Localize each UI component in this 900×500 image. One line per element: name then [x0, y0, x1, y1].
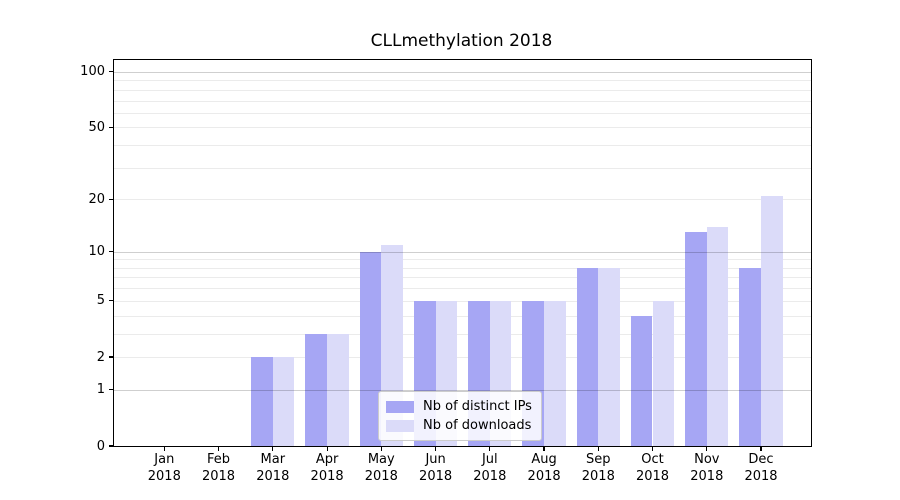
x-axis-tick	[489, 447, 491, 452]
gridline-minor	[114, 112, 811, 114]
x-axis-tick	[272, 447, 274, 452]
legend-item: Nb of distinct IPs	[386, 397, 532, 416]
y-axis-tick	[108, 126, 113, 128]
gridline-minor	[114, 288, 811, 290]
x-axis-tick	[597, 447, 599, 452]
gridline-minor	[114, 315, 811, 317]
x-axis-tick-label: Feb 2018	[201, 452, 236, 484]
y-axis-tick-label: 20	[88, 191, 105, 207]
legend-swatch-distinct-ips	[386, 400, 414, 413]
gridline-minor	[114, 145, 811, 146]
bar-distinct-ips	[739, 267, 761, 446]
y-axis-tick	[108, 389, 113, 391]
gridline-major	[114, 251, 811, 253]
x-axis-tick	[760, 447, 762, 452]
chart-title: CLLmethylation 2018	[370, 31, 553, 51]
x-axis-tick	[543, 447, 545, 452]
legend-label: Nb of distinct IPs	[423, 399, 532, 414]
x-axis-tick	[326, 447, 328, 452]
x-axis-tick-label: Mar 2018	[256, 452, 290, 484]
gridline-major	[114, 71, 811, 73]
x-axis-tick	[163, 447, 165, 452]
gridline-minor	[114, 277, 811, 279]
x-axis-tick-label: Jun 2018	[419, 452, 453, 484]
x-axis-tick-label: Oct 2018	[635, 452, 670, 484]
y-axis-tick	[108, 71, 113, 73]
x-axis-tick-label: Aug 2018	[527, 452, 561, 484]
x-axis-tick	[651, 447, 654, 452]
x-axis-tick	[380, 447, 382, 452]
bar-distinct-ips	[630, 315, 653, 446]
y-axis-tick-label: 2	[96, 349, 105, 365]
bar-downloads	[272, 357, 295, 446]
y-axis-tick-label: 10	[88, 244, 105, 260]
x-axis-tick-label: Dec 2018	[744, 452, 778, 484]
gridline-minor	[114, 167, 811, 169]
gridline-minor	[114, 259, 811, 261]
gridline-minor	[114, 100, 811, 102]
x-axis-tick-label: Nov 2018	[690, 452, 724, 484]
bar-downloads	[706, 226, 729, 446]
bar-downloads	[598, 267, 620, 446]
y-axis-tick-label: 1	[96, 382, 105, 398]
y-axis-tick-label: 5	[96, 293, 105, 309]
legend-item: Nb of downloads	[386, 416, 532, 435]
bar-distinct-ips	[576, 267, 599, 446]
x-axis-tick	[218, 447, 220, 452]
gridline-major	[114, 389, 811, 391]
y-axis-tick-label: 0	[96, 438, 105, 454]
y-axis-tick-label: 100	[80, 64, 105, 80]
x-axis-tick-label: Apr 2018	[310, 452, 344, 484]
y-axis-tick-label: 50	[88, 119, 105, 135]
x-axis-tick	[434, 447, 437, 452]
y-axis-tick	[108, 251, 113, 253]
legend-label: Nb of downloads	[423, 418, 532, 433]
bar-downloads	[544, 300, 566, 446]
gridline-minor	[114, 300, 811, 302]
y-axis-tick	[108, 300, 113, 302]
bar-distinct-ips	[685, 232, 707, 446]
gridline-minor	[114, 267, 811, 269]
x-axis-tick-label: Sep 2018	[581, 452, 615, 484]
y-axis-tick	[108, 445, 113, 447]
gridline-minor	[114, 127, 811, 129]
x-axis-tick-label: May 2018	[364, 452, 398, 484]
bar-downloads	[761, 195, 783, 446]
gridline-minor	[114, 333, 811, 335]
y-axis-tick	[108, 356, 113, 358]
gridline-minor	[114, 357, 811, 358]
x-axis-tick	[706, 447, 708, 452]
bar-distinct-ips	[359, 251, 382, 446]
x-axis-tick-label: Jul 2018	[473, 452, 507, 484]
legend-swatch-downloads	[386, 419, 414, 432]
gridline-minor	[114, 89, 811, 91]
x-axis-tick-label: Jan 2018	[147, 452, 181, 484]
bar-downloads	[327, 333, 349, 446]
legend: Nb of distinct IPs Nb of downloads	[378, 391, 542, 441]
bar-distinct-ips	[305, 333, 328, 446]
gridline-minor	[114, 199, 811, 201]
gridline-minor	[114, 80, 811, 82]
bar-distinct-ips	[251, 357, 273, 446]
plot-area: Nb of distinct IPs Nb of downloads 0 1 2 5 1…	[80, 59, 812, 484]
bar-downloads	[652, 300, 675, 446]
y-axis-tick	[108, 198, 113, 200]
